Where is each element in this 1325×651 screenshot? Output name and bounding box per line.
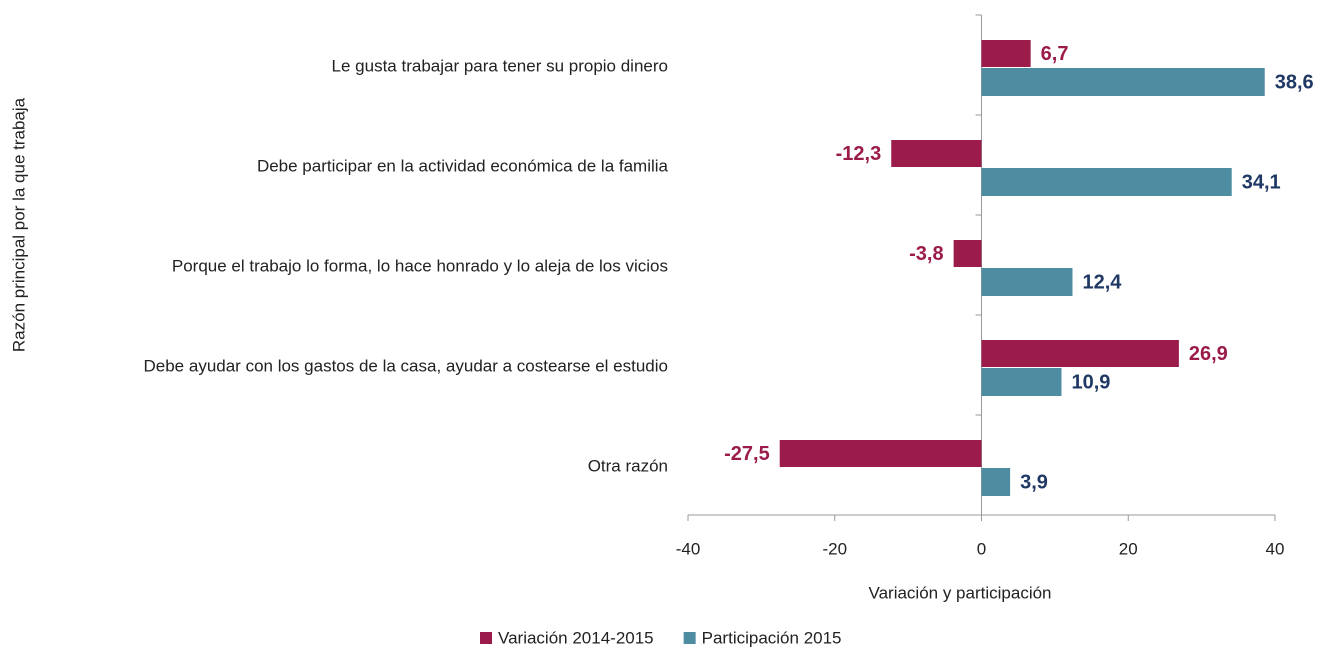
x-tick-label: -40: [676, 539, 701, 558]
data-label: -12,3: [836, 143, 882, 165]
category-label: Debe participar en la actividad económic…: [257, 156, 669, 175]
bar: [981, 168, 1232, 196]
bar: [981, 340, 1179, 367]
legend-label: Variación 2014-2015: [498, 628, 654, 647]
data-label: 38,6: [1275, 71, 1314, 93]
bar: [981, 368, 1062, 396]
category-label: Le gusta trabajar para tener su propio d…: [332, 56, 668, 75]
x-axis-label: Variación y participación: [869, 583, 1052, 602]
bar: [981, 68, 1265, 96]
category-label: Debe ayudar con los gastos de la casa, a…: [144, 356, 669, 375]
category-label: Otra razón: [588, 456, 668, 475]
bar: [779, 440, 982, 467]
legend-swatch: [480, 632, 492, 644]
data-label: -27,5: [724, 443, 770, 465]
data-label: -3,8: [909, 243, 943, 265]
legend-label: Participación 2015: [702, 628, 842, 647]
legend-swatch: [683, 632, 696, 644]
x-tick-label: 40: [1266, 539, 1285, 558]
bar: [953, 240, 982, 267]
data-label: 26,9: [1189, 343, 1228, 365]
category-label: Porque el trabajo lo forma, lo hace honr…: [172, 256, 668, 275]
data-label: 12,4: [1082, 271, 1122, 293]
x-tick-label: 0: [977, 539, 986, 558]
y-axis-label: Razón principal por la que trabaja: [9, 97, 28, 352]
data-label: 34,1: [1242, 171, 1281, 193]
data-label: 10,9: [1071, 371, 1110, 393]
x-tick-label: -20: [822, 539, 847, 558]
bar: [981, 268, 1073, 296]
bar: [891, 140, 982, 167]
data-label: 3,9: [1020, 471, 1048, 493]
bar: [981, 468, 1011, 496]
x-tick-label: 20: [1119, 539, 1138, 558]
bar: [981, 40, 1031, 67]
data-label: 6,7: [1041, 43, 1069, 65]
